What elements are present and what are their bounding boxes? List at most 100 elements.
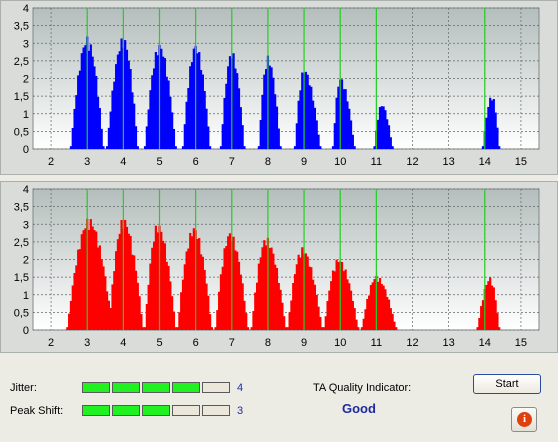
histogram-bar <box>290 300 293 330</box>
histogram-bar <box>187 87 190 149</box>
y-tick-label: 0,5 <box>14 126 29 138</box>
y-tick-label: 0 <box>23 144 29 156</box>
histogram-bar <box>270 67 273 149</box>
histogram-bar <box>259 120 262 149</box>
histogram-bar <box>68 313 71 330</box>
histogram-bar <box>187 248 190 330</box>
histogram-bar <box>167 265 170 330</box>
histogram-bar <box>236 251 239 330</box>
histogram-bar <box>274 94 277 149</box>
peak-shift-label: Peak Shift: <box>10 405 64 417</box>
info-button[interactable]: i <box>511 407 537 432</box>
histogram-bar <box>281 302 284 330</box>
histogram-bar <box>93 66 96 149</box>
histogram-bar <box>203 90 206 149</box>
histogram-bar <box>174 146 177 149</box>
histogram-bar <box>346 279 349 330</box>
histogram-bar <box>333 123 336 149</box>
histogram-bar <box>331 270 335 330</box>
histogram-bar <box>223 97 226 149</box>
ta-quality-label: TA Quality Indicator: <box>313 382 412 394</box>
histogram-bar <box>169 96 172 149</box>
histogram-bar <box>275 267 279 330</box>
histogram-bar <box>487 106 490 149</box>
histogram-bar <box>227 236 230 330</box>
x-tick-label: 10 <box>334 156 346 168</box>
histogram-bar <box>136 282 139 330</box>
histogram-bar <box>116 239 120 330</box>
histogram-bar <box>270 247 273 330</box>
histogram-bar <box>199 70 203 149</box>
x-tick-label: 2 <box>48 156 54 168</box>
histogram-bar <box>239 274 242 330</box>
histogram-bar <box>143 327 147 330</box>
histogram-bar <box>189 66 192 149</box>
meter-segment <box>172 382 200 393</box>
histogram-bar <box>82 230 85 330</box>
histogram-bar <box>142 327 145 330</box>
histogram-bar <box>373 146 376 149</box>
histogram-bar <box>189 232 192 330</box>
histogram-bar <box>391 313 394 330</box>
histogram-bar <box>71 285 74 330</box>
peak-group <box>214 233 250 330</box>
histogram-bar <box>105 146 109 149</box>
histogram-bar <box>87 229 91 330</box>
histogram-bar <box>165 76 168 149</box>
histogram-bar <box>167 80 170 149</box>
histogram-bar <box>315 294 318 330</box>
histogram-bar <box>295 123 298 149</box>
histogram-bar <box>349 120 353 149</box>
histogram-bar <box>171 296 174 330</box>
histogram-bar <box>234 250 237 330</box>
histogram-bar <box>304 71 307 149</box>
histogram-bar <box>143 146 147 149</box>
histogram-bar <box>371 282 374 330</box>
x-tick-label: 6 <box>193 156 199 168</box>
histogram-bar <box>192 48 195 149</box>
histogram-bar <box>485 284 488 330</box>
histogram-bar <box>333 271 336 330</box>
start-button[interactable]: Start <box>473 374 541 394</box>
histogram-bar <box>228 233 232 330</box>
y-tick-label: 1,5 <box>14 91 29 103</box>
histogram-bar <box>353 146 356 149</box>
histogram-bar <box>223 248 226 330</box>
histogram-bar <box>147 109 150 149</box>
x-tick-label: 5 <box>156 156 162 168</box>
histogram-bar <box>149 90 152 149</box>
histogram-bar <box>364 309 367 330</box>
histogram-bar <box>496 127 499 149</box>
top-ta-chart: 0 0,5 1 1,5 2 2,5 3 3,5 4 2 3 4 5 6 7 8 9 10 11 12 13 14 15 <box>14 3 540 168</box>
histogram-bar <box>120 219 123 330</box>
histogram-bar <box>255 282 259 330</box>
histogram-bar <box>124 40 127 149</box>
histogram-bar <box>275 106 279 149</box>
histogram-bar <box>69 300 73 330</box>
histogram-bar <box>183 124 186 149</box>
histogram-bar <box>310 267 313 330</box>
histogram-bar <box>73 272 76 330</box>
histogram-bar <box>490 100 494 149</box>
histogram-bar <box>96 96 100 149</box>
y-tick-label: 3,5 <box>14 21 29 33</box>
histogram-bar <box>324 316 327 330</box>
histogram-bar <box>102 266 105 330</box>
meter-segment <box>112 405 140 416</box>
histogram-bar <box>78 249 82 330</box>
histogram-bar <box>380 106 383 149</box>
histogram-bar <box>107 327 110 330</box>
histogram-bar <box>107 300 110 330</box>
x-tick-label: 10 <box>334 337 346 349</box>
histogram-bar <box>104 276 107 330</box>
histogram-bar <box>492 287 495 330</box>
histogram-bar <box>377 119 380 149</box>
x-tick-label: 9 <box>301 156 307 168</box>
histogram-bar <box>84 45 87 150</box>
histogram-bar <box>125 49 129 149</box>
histogram-bar <box>87 50 91 149</box>
histogram-bar <box>125 226 129 330</box>
histogram-bar <box>384 110 387 149</box>
histogram-bar <box>152 68 156 149</box>
histogram-bar <box>301 72 304 149</box>
